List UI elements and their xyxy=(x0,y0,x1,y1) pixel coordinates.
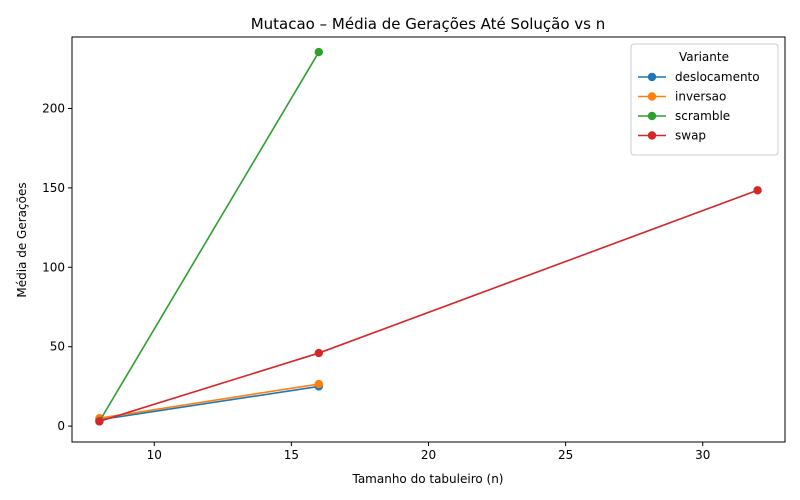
y-tick-label: 200 xyxy=(42,101,65,115)
legend-box xyxy=(630,43,779,156)
legend-marker-swatch xyxy=(647,111,657,121)
x-tick-label: 25 xyxy=(558,448,573,462)
legend-marker-swatch xyxy=(647,72,657,82)
data-point-swap xyxy=(95,417,104,426)
legend: Variante deslocamento inversao scramble swa… xyxy=(630,43,779,156)
x-tick-label: 15 xyxy=(284,448,299,462)
x-tick-label: 20 xyxy=(421,448,436,462)
y-axis-label: Média de Gerações xyxy=(15,182,29,297)
y-tick-label: 100 xyxy=(42,260,65,274)
legend-item-deslocamento: deslocamento xyxy=(638,70,760,84)
x-axis: 10 15 20 25 30 xyxy=(147,442,710,462)
x-tick-label: 10 xyxy=(147,448,162,462)
y-tick-label: 50 xyxy=(50,340,65,354)
legend-title: Variante xyxy=(679,50,729,64)
chart-title: Mutacao – Média de Gerações Até Solução … xyxy=(251,15,606,33)
data-point-swap xyxy=(753,186,762,195)
series-line-inversao xyxy=(99,383,319,419)
y-axis: 0 50 100 150 200 xyxy=(42,101,72,433)
data-point-swap xyxy=(314,348,324,358)
series-line-scramble xyxy=(98,51,320,422)
data-point-scramble xyxy=(314,47,324,57)
legend-item-swap: swap xyxy=(638,129,706,143)
x-tick-label: 30 xyxy=(695,448,710,462)
legend-label: scramble xyxy=(675,109,730,123)
series-line-swap xyxy=(99,189,758,423)
legend-label: deslocamento xyxy=(675,70,760,84)
y-tick-label: 0 xyxy=(57,419,65,433)
legend-marker-swatch xyxy=(647,131,657,140)
legend-item-inversao: inversao xyxy=(638,90,726,104)
data-point-inversao xyxy=(314,379,324,389)
plot-area xyxy=(95,47,762,426)
legend-marker-swatch xyxy=(647,92,657,101)
y-tick-label: 150 xyxy=(42,181,65,195)
series-line-deslocamento xyxy=(99,385,319,421)
legend-label: inversao xyxy=(675,90,726,104)
x-axis-label: Tamanho do tabuleiro (n) xyxy=(351,472,503,486)
legend-item-scramble: scramble xyxy=(638,109,730,123)
legend-label: swap xyxy=(675,129,706,143)
